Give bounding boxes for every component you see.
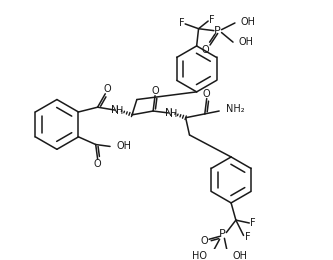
Text: HO: HO [192, 251, 207, 260]
Text: O: O [103, 84, 111, 94]
Text: NH₂: NH₂ [226, 104, 244, 114]
Text: P: P [219, 230, 226, 239]
Text: H: H [170, 109, 177, 119]
Text: F: F [178, 18, 184, 28]
Text: F: F [209, 15, 215, 25]
Text: OH: OH [241, 17, 256, 27]
Text: OH: OH [232, 251, 247, 260]
Text: N: N [165, 108, 172, 118]
Text: P: P [214, 26, 221, 36]
Text: F: F [250, 218, 256, 228]
Text: O: O [200, 236, 208, 246]
Text: O: O [201, 45, 209, 55]
Text: H: H [117, 106, 124, 116]
Text: O: O [203, 89, 210, 99]
Text: F: F [244, 232, 250, 242]
Text: OH: OH [239, 37, 254, 47]
Text: O: O [151, 86, 159, 96]
Text: OH: OH [117, 141, 132, 151]
Text: N: N [111, 105, 119, 115]
Text: O: O [94, 159, 102, 169]
